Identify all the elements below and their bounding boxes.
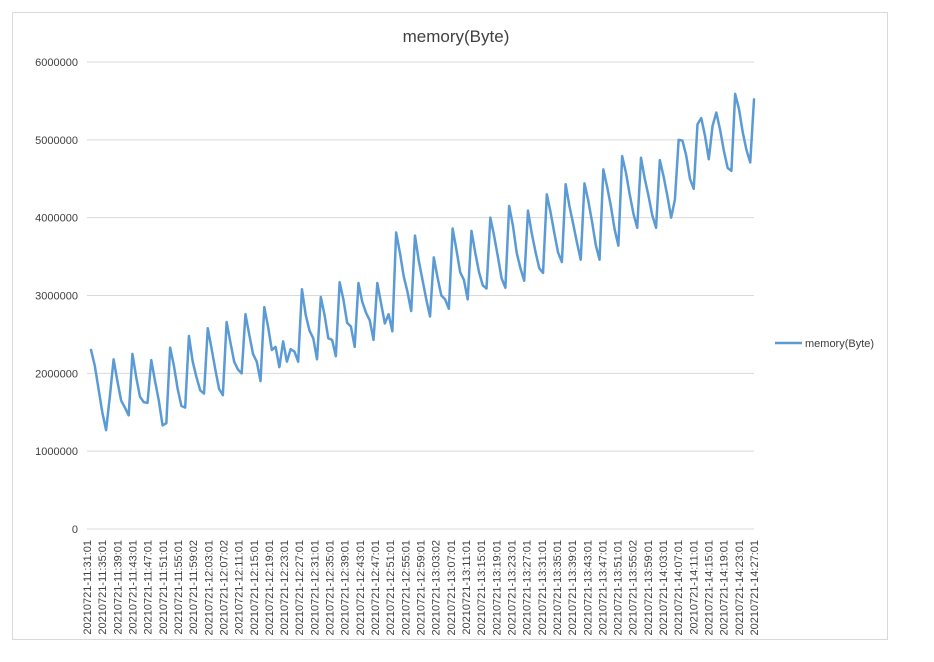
x-tick-label: 20210721-12:55:01: [400, 540, 412, 635]
x-tick-label: 20210721-12:03:01: [203, 540, 215, 635]
x-tick-label: 20210721-12:07:02: [218, 540, 230, 635]
y-tick-label: 6000000: [35, 57, 78, 69]
x-tick-label: 20210721-13:55:02: [628, 540, 640, 635]
x-tick-label: 20210721-11:55:01: [173, 540, 185, 635]
series-line-memory: [89, 92, 756, 432]
x-tick-label: 20210721-13:15:01: [476, 540, 488, 635]
x-tick-label: 20210721-13:27:01: [522, 540, 534, 635]
y-tick-label: 0: [72, 524, 78, 536]
x-tick-label: 20210721-13:03:02: [431, 540, 443, 635]
x-tick-label: 20210721-11:59:02: [188, 540, 200, 635]
x-tick-label: 20210721-14:07:01: [673, 540, 685, 635]
x-tick-label: 20210721-13:43:01: [582, 540, 594, 635]
x-tick-label: 20210721-13:35:01: [552, 540, 564, 635]
x-tick-label: 20210721-11:51:01: [158, 540, 170, 635]
y-axis-tick-labels: 0 1000000 2000000 3000000 4000000 5000000 6000…: [35, 57, 78, 536]
x-tick-label: 20210721-12:59:01: [416, 540, 428, 635]
x-tick-label: 20210721-13:07:01: [446, 540, 458, 635]
x-tick-label: 20210721-12:31:01: [309, 540, 321, 635]
x-tick-label: 20210721-12:11:01: [234, 540, 246, 635]
chart-title: memory(Byte): [403, 27, 510, 46]
x-tick-label: 20210721-14:23:01: [734, 540, 746, 635]
x-tick-label: 20210721-13:47:01: [597, 540, 609, 635]
legend-label: memory(Byte): [805, 338, 874, 350]
y-tick-label: 5000000: [35, 135, 78, 147]
x-tick-label: 20210721-11:47:01: [143, 540, 155, 635]
chart-area: [12, 12, 888, 640]
x-tick-label: 20210721-14:19:01: [719, 540, 731, 635]
x-tick-label: 20210721-11:39:01: [112, 540, 124, 635]
x-tick-label: 20210721-14:03:01: [658, 540, 670, 635]
x-tick-label: 20210721-13:31:01: [537, 540, 549, 635]
x-tick-label: 20210721-13:19:01: [491, 540, 503, 635]
x-tick-label: 20210721-12:19:01: [264, 540, 276, 635]
x-tick-label: 20210721-12:47:01: [370, 540, 382, 635]
x-tick-label: 20210721-14:15:01: [704, 540, 716, 635]
x-tick-label: 20210721-12:23:01: [279, 540, 291, 635]
x-tick-label: 20210721-12:43:01: [355, 540, 367, 635]
x-tick-label: 20210721-11:43:01: [127, 540, 139, 635]
y-tick-label: 1000000: [35, 446, 78, 458]
y-tick-label: 2000000: [35, 368, 78, 380]
y-tick-label: 4000000: [35, 213, 78, 225]
x-tick-label: 20210721-11:35:01: [97, 540, 109, 635]
x-tick-label: 20210721-13:59:01: [643, 540, 655, 635]
x-tick-label: 20210721-13:39:01: [567, 540, 579, 635]
x-tick-label: 20210721-12:15:01: [249, 540, 261, 635]
series-layer: [89, 92, 756, 432]
x-tick-label: 20210721-12:35:01: [325, 540, 337, 635]
x-tick-label: 20210721-13:11:01: [461, 540, 473, 635]
x-tick-label: 20210721-13:51:01: [613, 540, 625, 635]
x-tick-label: 20210721-13:23:01: [506, 540, 518, 635]
x-tick-label: 20210721-12:27:01: [294, 540, 306, 635]
x-tick-label: 20210721-12:39:01: [340, 540, 352, 635]
x-tick-label: 20210721-14:27:01: [749, 540, 761, 635]
y-tick-label: 3000000: [35, 291, 78, 303]
x-axis-tick-labels: 20210721-11:31:01 20210721-11:35:01 202107…: [82, 540, 761, 635]
x-tick-label: 20210721-12:51:01: [385, 540, 397, 635]
x-tick-label: 20210721-11:31:01: [82, 540, 94, 635]
gridlines: [87, 61, 754, 530]
legend: memory(Byte): [775, 338, 874, 350]
x-tick-label: 20210721-14:11:01: [688, 540, 700, 635]
